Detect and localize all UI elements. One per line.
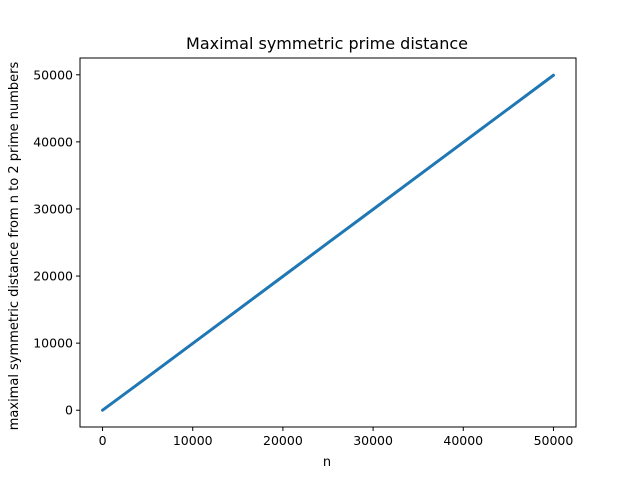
x-tick-label: 0 — [99, 433, 107, 448]
y-tick-label: 0 — [65, 403, 73, 418]
y-tick-label: 20000 — [33, 269, 73, 284]
y-tick-label: 30000 — [33, 201, 73, 216]
x-axis-ticks: 0 10000 20000 30000 40000 50000 — [99, 427, 574, 448]
y-tick-label: 10000 — [33, 336, 73, 351]
y-axis-ticks: 0 10000 20000 30000 40000 50000 — [33, 67, 80, 418]
series-line-0 — [101, 73, 555, 412]
y-tick-label: 40000 — [33, 134, 73, 149]
plot-frame — [79, 57, 577, 428]
plot-area — [79, 57, 577, 428]
x-tick-label: 30000 — [353, 433, 393, 448]
x-tick-label: 40000 — [443, 433, 483, 448]
y-axis-label: maximal symmetric distance from n to 2 p… — [7, 62, 22, 431]
x-tick-label: 10000 — [173, 433, 213, 448]
x-tick-label: 20000 — [263, 433, 303, 448]
x-tick-label: 50000 — [534, 433, 574, 448]
x-axis-label: n — [323, 455, 331, 470]
chart-title: Maximal symmetric prime distance — [186, 34, 468, 53]
y-tick-label: 50000 — [33, 67, 73, 82]
